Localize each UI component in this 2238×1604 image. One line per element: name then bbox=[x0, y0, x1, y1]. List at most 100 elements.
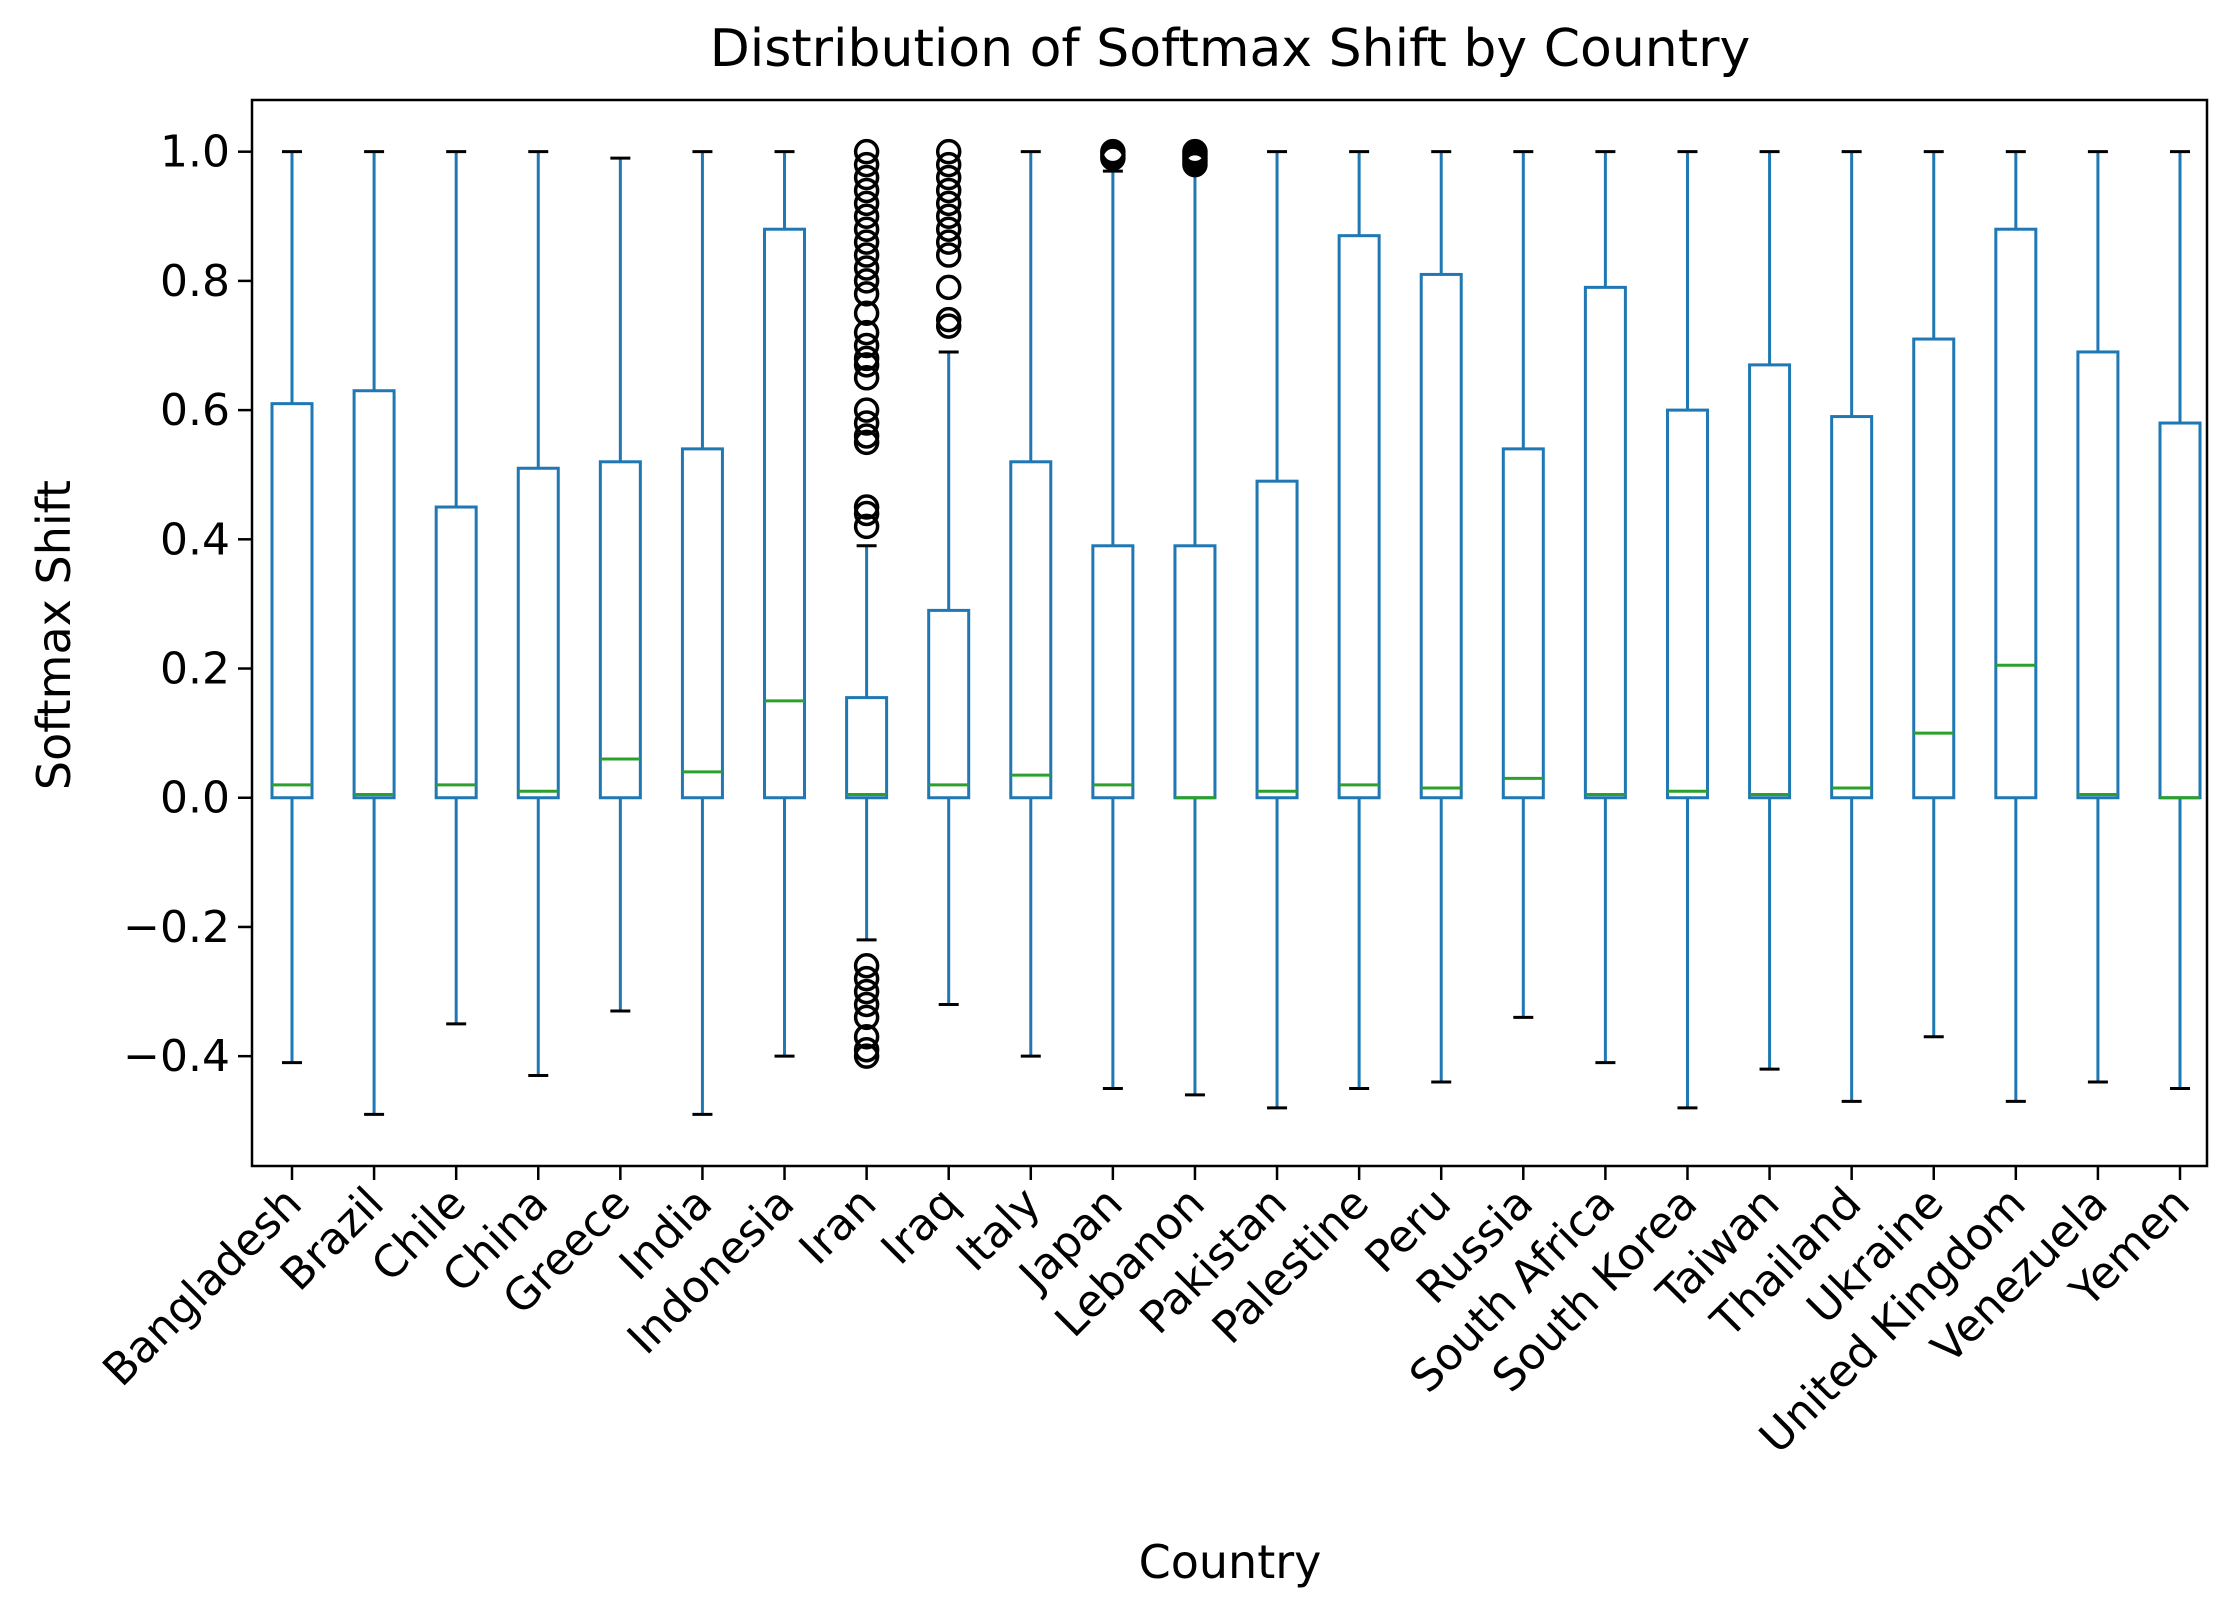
outlier-point bbox=[853, 1004, 880, 1031]
outlier-point bbox=[853, 965, 880, 992]
iqr-box bbox=[927, 608, 971, 800]
chart-title: Distribution of Softmax Shift by Country bbox=[710, 19, 1751, 79]
box-group: Ukraine bbox=[1797, 150, 1956, 1334]
outlier-point bbox=[853, 513, 880, 540]
y-tick-label: 0.2 bbox=[160, 644, 230, 695]
box-group: Yemen bbox=[2060, 150, 2202, 1318]
outlier-point bbox=[853, 216, 880, 242]
x-tick-label: Bangladesh bbox=[93, 1178, 311, 1396]
iqr-box bbox=[1748, 363, 1792, 800]
box-group: Palestine bbox=[1203, 150, 1381, 1354]
box-group: Iran bbox=[790, 138, 889, 1275]
iqr-box bbox=[1665, 408, 1709, 800]
iqr-box bbox=[1337, 234, 1381, 800]
box-group: Russia bbox=[1407, 150, 1545, 1314]
iqr-box bbox=[763, 227, 807, 800]
outlier-point bbox=[853, 423, 880, 449]
y-tick-label: −0.4 bbox=[123, 1031, 230, 1082]
outlier-point bbox=[853, 365, 880, 391]
y-tick-label: 0.0 bbox=[160, 773, 230, 824]
iqr-box bbox=[352, 389, 396, 800]
outlier-point bbox=[853, 281, 880, 307]
box-group: Indonesia bbox=[618, 150, 807, 1364]
outlier-point bbox=[935, 242, 962, 268]
outlier-point bbox=[853, 300, 880, 326]
outlier-point bbox=[853, 151, 880, 178]
box-group: Iraq bbox=[872, 138, 971, 1275]
iqr-box bbox=[1091, 544, 1135, 800]
outlier-point bbox=[935, 151, 962, 178]
y-tick-label: 1.0 bbox=[160, 127, 230, 178]
iqr-box bbox=[516, 466, 560, 800]
outlier-point bbox=[853, 1036, 880, 1063]
outlier-point bbox=[935, 306, 962, 333]
outlier-point bbox=[853, 164, 880, 191]
box-group: Japan bbox=[1008, 138, 1135, 1303]
plot-frame bbox=[250, 98, 2209, 1168]
box-group: Venezuela bbox=[1922, 150, 2120, 1374]
outlier-point bbox=[935, 229, 962, 255]
box-group: China bbox=[433, 150, 560, 1303]
iqr-box bbox=[1173, 544, 1217, 800]
box-group: Chile bbox=[362, 150, 478, 1292]
y-tick-label: 0.8 bbox=[160, 256, 230, 307]
outlier-point bbox=[853, 190, 880, 217]
outlier-point bbox=[853, 1043, 880, 1069]
outlier-point bbox=[853, 255, 880, 281]
box-group: Italy bbox=[947, 150, 1053, 1281]
outlier-point bbox=[935, 190, 962, 217]
x-tick-label: Iran bbox=[790, 1178, 887, 1275]
iqr-box bbox=[1501, 447, 1545, 800]
y-tick-label: 0.4 bbox=[160, 514, 230, 565]
iqr-box bbox=[680, 447, 724, 800]
outlier-point bbox=[853, 429, 880, 456]
iqr-box bbox=[1419, 272, 1463, 800]
x-axis-label: Country bbox=[1139, 1535, 1322, 1589]
outlier-point bbox=[935, 177, 962, 204]
outlier-point bbox=[853, 345, 880, 372]
iqr-box bbox=[1994, 227, 2038, 800]
outlier-point bbox=[853, 978, 880, 1005]
outlier-point bbox=[1182, 138, 1208, 165]
iqr-box bbox=[598, 460, 642, 800]
outlier-point bbox=[853, 138, 880, 165]
y-tick-label: 0.6 bbox=[160, 385, 230, 436]
outlier-point bbox=[935, 138, 962, 165]
outlier-point bbox=[853, 203, 880, 230]
box-group: Brazil bbox=[271, 150, 396, 1301]
outlier-point bbox=[935, 203, 962, 230]
iqr-box bbox=[2158, 421, 2202, 800]
outlier-point bbox=[853, 500, 880, 527]
outlier-point bbox=[853, 397, 880, 423]
iqr-box bbox=[2076, 350, 2120, 800]
iqr-box bbox=[434, 505, 478, 800]
outlier-point bbox=[853, 494, 880, 520]
iqr-box bbox=[1912, 337, 1956, 800]
outlier-point bbox=[853, 952, 880, 979]
outlier-point bbox=[853, 332, 880, 359]
box-group: Peru bbox=[1356, 150, 1463, 1283]
outlier-point bbox=[1100, 138, 1126, 165]
outlier-point bbox=[853, 1024, 880, 1050]
iqr-box bbox=[1583, 285, 1627, 800]
y-axis-label: Softmax Shift bbox=[27, 480, 81, 790]
iqr-box bbox=[845, 696, 889, 800]
box-group: India bbox=[610, 150, 724, 1290]
x-tick-label: Iraq bbox=[872, 1178, 969, 1275]
outlier-point bbox=[853, 229, 880, 255]
outlier-point bbox=[853, 410, 880, 436]
y-tick-label: −0.2 bbox=[123, 902, 230, 953]
box-group: Thailand bbox=[1701, 150, 1874, 1348]
outlier-point bbox=[935, 313, 962, 339]
outlier-point bbox=[853, 177, 880, 204]
iqr-box bbox=[1830, 415, 1874, 800]
outlier-point bbox=[935, 274, 962, 301]
outlier-point bbox=[853, 268, 880, 294]
outlier-point bbox=[935, 216, 962, 242]
outlier-point bbox=[853, 242, 880, 268]
iqr-box bbox=[1255, 479, 1299, 800]
outlier-point bbox=[853, 319, 880, 346]
iqr-box bbox=[270, 402, 314, 800]
outlier-point bbox=[853, 991, 880, 1018]
